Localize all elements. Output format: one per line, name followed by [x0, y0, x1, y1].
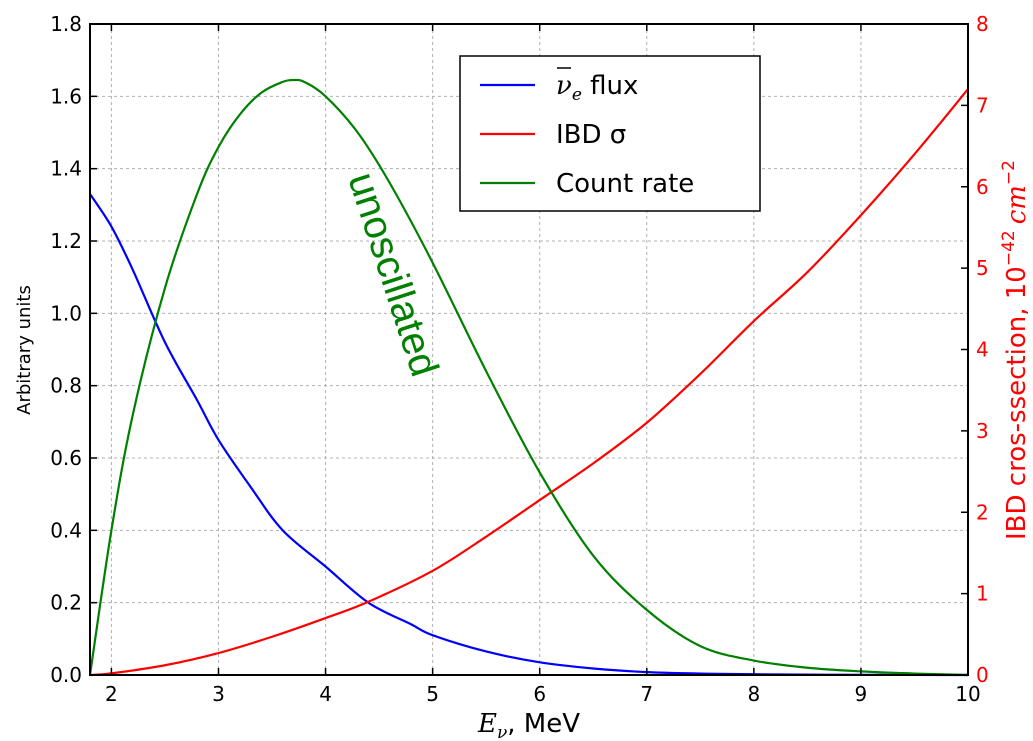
y-right-title-unit-exponent: −2 [999, 160, 1019, 185]
series-line-count [88, 78, 969, 677]
y-left-tick-label: 0.0 [50, 663, 82, 687]
y-left-tick-label: 1.0 [50, 301, 82, 325]
series-curves [88, 78, 969, 677]
y-right-tick-label: 0 [976, 663, 989, 687]
y-right-tick-label: 8 [976, 12, 989, 36]
legend: νe flux IBD σ Count rate [459, 55, 761, 212]
y-left-tick-label: 0.4 [50, 518, 82, 542]
legend-label-flux: νe flux [556, 71, 638, 105]
legend-label-count: Count rate [556, 169, 694, 199]
series-line-flux [89, 193, 969, 677]
y-right-tick-label: 3 [976, 419, 989, 443]
x-tick-label: 4 [319, 682, 332, 706]
x-axis-symbol: E [477, 709, 497, 739]
x-axis-title: Eν, MeV [477, 709, 580, 741]
axis-ticks: 2 3 4 5 6 7 8 9 100.00.20.40.60.81.01.21.41.61.8… [50, 12, 989, 706]
annotation-unoscillated: unoscillated [339, 167, 446, 382]
series-line-ibd [89, 88, 969, 677]
y-left-tick-label: 1.8 [50, 12, 82, 36]
x-tick-label: 9 [855, 682, 868, 706]
y-right-tick-label: 5 [976, 256, 989, 280]
x-axis-unit: , MeV [507, 709, 580, 739]
x-tick-label: 10 [955, 682, 980, 706]
legend-nu-subscript: e [572, 85, 582, 105]
y-right-tick-label: 2 [976, 500, 989, 524]
y-left-tick-label: 0.6 [50, 446, 82, 470]
x-tick-label: 5 [426, 682, 439, 706]
y-right-title-exponent: −42 [999, 230, 1019, 266]
y-right-tick-label: 4 [976, 338, 989, 362]
x-tick-label: 2 [105, 682, 118, 706]
y-right-axis-title: IBD cros-ssection, 10−42 cm−2 [999, 160, 1032, 540]
y-right-title-text: IBD cros-ssection, 10 [1002, 266, 1032, 540]
legend-label-ibd: IBD σ [556, 120, 626, 150]
y-right-tick-label: 1 [976, 582, 989, 606]
x-tick-label: 6 [533, 682, 546, 706]
legend-flux-word: flux [582, 71, 639, 101]
y-left-tick-label: 1.2 [50, 229, 82, 253]
y-left-tick-label: 0.2 [50, 591, 82, 615]
x-tick-label: 3 [212, 682, 225, 706]
y-left-tick-label: 1.4 [50, 157, 82, 181]
legend-nu-symbol: ν [556, 71, 572, 101]
y-left-tick-label: 0.8 [50, 374, 82, 398]
x-tick-label: 7 [640, 682, 653, 706]
y-left-axis-title: Arbitrary units [14, 285, 35, 415]
y-right-tick-label: 6 [976, 175, 989, 199]
x-tick-label: 8 [747, 682, 760, 706]
y-right-title-unit: cm [1002, 185, 1032, 224]
y-left-tick-label: 1.6 [50, 84, 82, 108]
x-axis-subscript: ν [497, 723, 507, 741]
legend-frame [459, 55, 761, 212]
y-right-tick-label: 7 [976, 93, 989, 117]
